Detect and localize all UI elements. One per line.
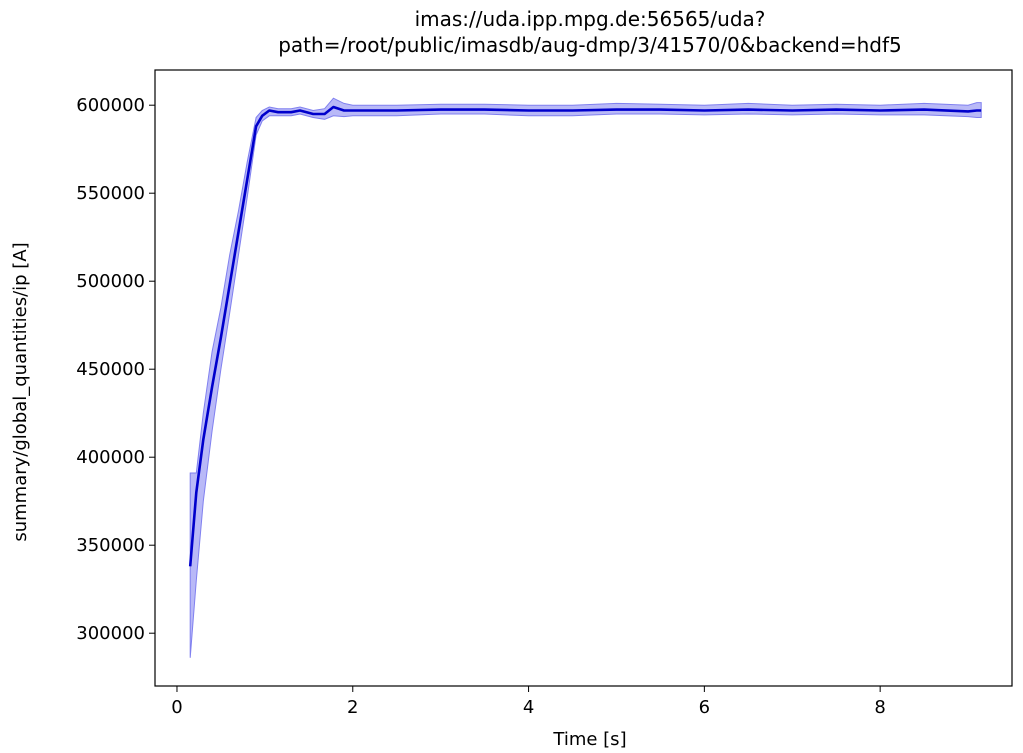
x-tick-label: 0: [171, 697, 182, 718]
x-axis-label: Time [s]: [552, 729, 626, 750]
axes-frame: [154, 69, 1013, 687]
y-tick-label: 450000: [76, 359, 145, 380]
y-axis-label: summary/global_quantities/ip [A]: [10, 242, 31, 541]
y-tick-label: 400000: [76, 447, 145, 468]
y-tick-label: 300000: [76, 623, 145, 644]
x-tick-label: 2: [347, 697, 358, 718]
y-tick-label: 350000: [76, 535, 145, 556]
chart-title-line-2: path=/root/public/imasdb/aug-dmp/3/41570…: [278, 33, 902, 57]
x-tick-label: 8: [874, 697, 885, 718]
y-tick-label: 550000: [76, 183, 145, 204]
ip-series-line: [188, 105, 982, 567]
plot-area: [188, 97, 982, 658]
x-tick-label: 6: [699, 697, 710, 718]
x-tick-label: 4: [523, 697, 534, 718]
y-tick-label: 500000: [76, 271, 145, 292]
uncertainty-band: [189, 97, 982, 658]
y-axis-ticks: 300000 350000 400000 450000 500000 550000 6000…: [76, 95, 155, 644]
chart-title-line-1: imas://uda.ipp.mpg.de:56565/uda?: [415, 7, 766, 31]
y-tick-label: 600000: [76, 95, 145, 116]
x-axis-ticks: 0 2 4 6 8: [171, 686, 886, 718]
